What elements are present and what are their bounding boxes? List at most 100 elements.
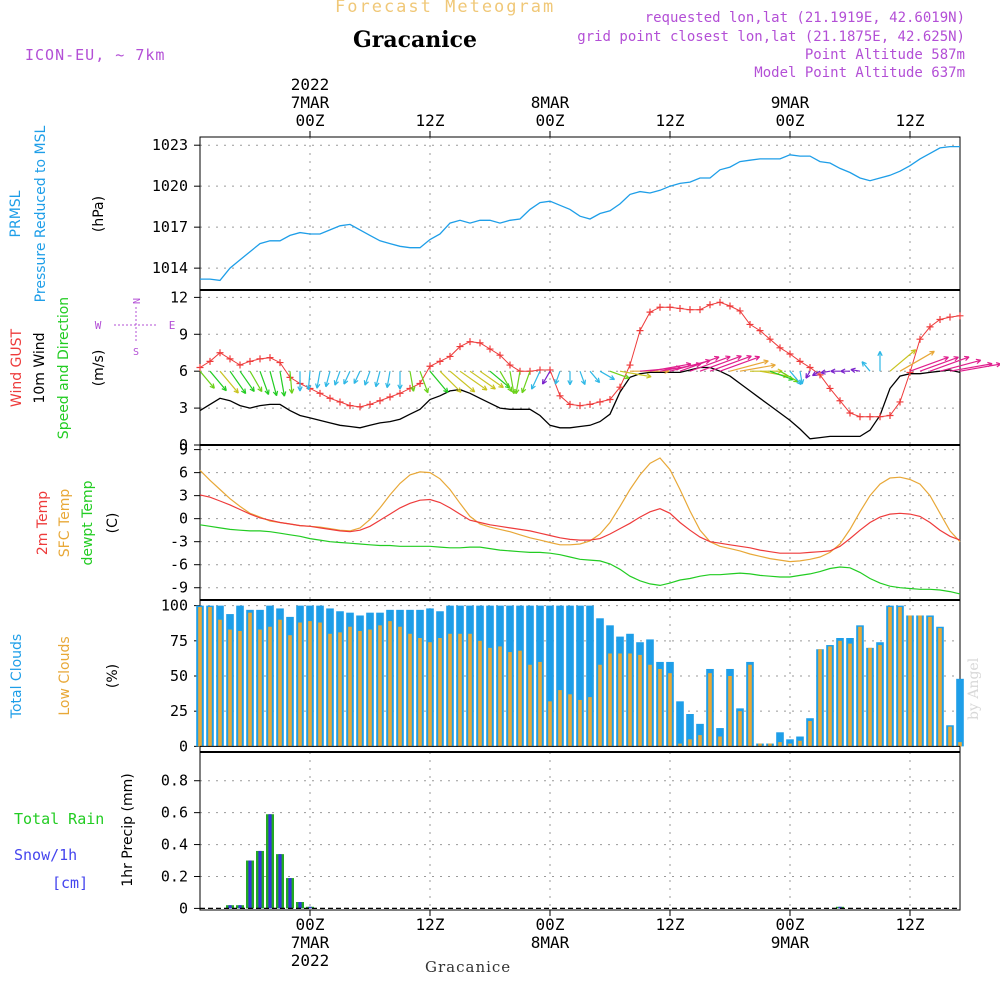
time-label-top: 8MAR xyxy=(531,93,570,112)
wind-direction-arrow xyxy=(599,370,616,381)
gust-marker xyxy=(836,397,844,405)
low-cloud-bar xyxy=(858,626,862,747)
wind-direction-arrow xyxy=(397,371,403,390)
low-cloud-bar xyxy=(618,653,622,747)
y-tick-label: 3 xyxy=(179,399,188,417)
low-cloud-bar xyxy=(708,673,712,747)
y-tick-label: -9 xyxy=(170,579,188,597)
gust-marker xyxy=(256,355,264,363)
wind-direction-arrow xyxy=(709,355,752,372)
gust-marker xyxy=(496,351,504,359)
wind-direction-arrow xyxy=(479,370,504,389)
y-tick-label: 12 xyxy=(170,288,188,306)
gust-marker xyxy=(736,307,744,315)
snow-bar xyxy=(268,814,272,909)
pressure-axis-label: Pressure Reduced to MSL xyxy=(33,125,49,302)
time-label-top: 9MAR xyxy=(771,93,810,112)
low-cloud-bar xyxy=(848,643,852,747)
gust-marker xyxy=(656,303,664,311)
wind-direction-arrow xyxy=(929,355,970,372)
time-label-top: 12Z xyxy=(896,111,925,130)
wind-direction-arrow xyxy=(820,369,831,375)
low-cloud-bar xyxy=(628,653,632,747)
gust-marker xyxy=(546,366,554,374)
low-cloud-bar xyxy=(278,619,282,747)
y-tick-label: 1014 xyxy=(152,259,188,277)
wind-axis-label: Speed and Direction xyxy=(56,297,72,439)
time-label-bottom: 2022 xyxy=(291,951,330,970)
wind-direction-arrow xyxy=(805,370,811,379)
low-cloud-bar xyxy=(258,629,262,747)
gust-marker xyxy=(726,302,734,310)
low-cloud-bar xyxy=(508,652,512,747)
wind-direction-arrow xyxy=(297,371,303,392)
y-tick-label: 1023 xyxy=(152,136,188,154)
time-label-top: 00Z xyxy=(296,111,325,130)
y-tick-label: 0 xyxy=(179,510,188,528)
time-label-top: 7MAR xyxy=(291,93,330,112)
gust-marker xyxy=(266,354,274,362)
y-tick-label: 0 xyxy=(179,436,188,454)
compass-south: S xyxy=(133,347,139,358)
low-cloud-bar xyxy=(288,635,292,747)
low-cloud-bar xyxy=(358,630,362,747)
snow-bar xyxy=(308,906,312,909)
low-cloud-bar xyxy=(668,673,672,747)
time-label-bottom: 00Z xyxy=(296,915,325,934)
wind-direction-arrow xyxy=(269,371,279,397)
wind-speed-line xyxy=(199,366,961,440)
wind-direction-arrow xyxy=(429,370,449,394)
time-label-bottom: 12Z xyxy=(656,915,685,934)
low-cloud-bar xyxy=(398,626,402,747)
time-label-bottom: 12Z xyxy=(896,915,925,934)
wind-direction-arrow xyxy=(459,370,488,391)
wind-direction-arrow xyxy=(449,370,476,393)
wind-direction-arrow xyxy=(439,370,462,393)
gust-marker xyxy=(876,413,884,421)
wind-axis-label: (m/s) xyxy=(91,350,107,387)
low-cloud-bar xyxy=(758,743,762,747)
time-label-bottom: 7MAR xyxy=(291,933,330,952)
gust-marker xyxy=(906,368,914,376)
gust-marker xyxy=(356,403,364,411)
low-cloud-bar xyxy=(318,622,322,747)
wind-direction-arrow xyxy=(374,371,381,388)
compass-west: W xyxy=(95,319,102,332)
gust-marker xyxy=(466,338,474,346)
low-cloud-bar xyxy=(568,694,572,747)
wind-direction-arrow xyxy=(909,356,949,372)
total-cloud-bar xyxy=(776,732,784,747)
wind-direction-arrow xyxy=(861,361,871,372)
wind-direction-arrow xyxy=(811,370,821,377)
y-tick-label: 0.8 xyxy=(161,772,188,790)
snow-bar xyxy=(248,860,252,909)
low-cloud-bar xyxy=(868,647,872,747)
gust-marker xyxy=(556,392,564,400)
wind-direction-arrow xyxy=(541,370,551,385)
snow-bar xyxy=(278,854,282,909)
gust-marker xyxy=(826,384,834,392)
low-cloud-bar xyxy=(598,664,602,747)
temp-axis-label: 2m Temp xyxy=(35,491,51,555)
gust-marker xyxy=(686,306,694,314)
y-tick-label: 0.4 xyxy=(161,836,188,854)
total-cloud-bar xyxy=(956,678,964,747)
wind-direction-arrow xyxy=(699,355,742,372)
gust-marker xyxy=(706,301,714,309)
wind-direction-arrow xyxy=(689,355,731,372)
wind-direction-arrow xyxy=(830,368,840,374)
time-label-bottom: 12Z xyxy=(416,915,445,934)
gust-marker xyxy=(766,335,774,343)
low-cloud-bar xyxy=(658,668,662,747)
y-tick-label: 75 xyxy=(170,632,188,650)
time-label-bottom: 8MAR xyxy=(531,933,570,952)
wind-direction-arrow xyxy=(719,355,761,372)
wind-direction-arrow xyxy=(877,351,883,372)
gust-marker xyxy=(326,394,334,402)
gust-marker xyxy=(236,361,244,369)
low-cloud-bar xyxy=(458,633,462,747)
low-cloud-bar xyxy=(518,650,522,747)
temp-axis-label: SFC Temp xyxy=(57,489,73,558)
low-cloud-bar xyxy=(838,640,842,747)
y-tick-label: 9 xyxy=(179,325,188,343)
